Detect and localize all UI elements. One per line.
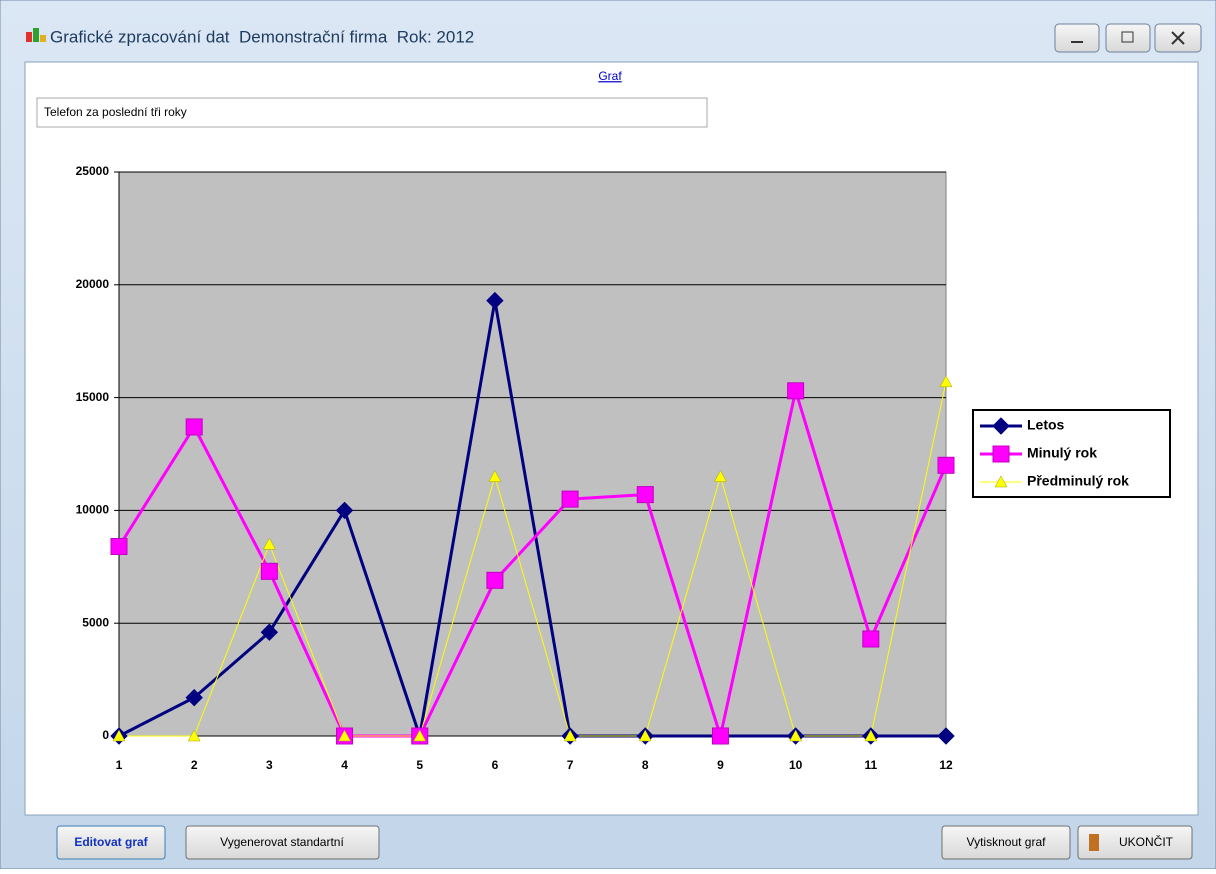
x-tick-label: 6: [492, 758, 499, 772]
print-button-label: Vytisknout graf: [967, 835, 1047, 849]
series-line: [117, 384, 948, 742]
edit-button-label: Editovat graf: [74, 835, 148, 849]
triangle-marker: [413, 729, 427, 742]
triangle-marker: [187, 729, 201, 742]
square-marker: [561, 490, 579, 508]
y-tick-label: 15000: [76, 390, 110, 404]
series-line: [119, 381, 947, 737]
x-tick-label: 9: [717, 758, 724, 772]
diamond-marker: [185, 688, 203, 707]
triangle-marker: [638, 729, 652, 742]
diamond-marker: [486, 291, 504, 310]
square-marker: [862, 630, 880, 648]
legend-label: Minulý rok: [1027, 445, 1097, 461]
x-tick-label: 12: [939, 758, 953, 772]
x-tick-label: 5: [416, 758, 423, 772]
x-tick-label: 7: [567, 758, 574, 772]
square-marker: [937, 456, 955, 474]
y-tick-label: 5000: [82, 615, 109, 629]
edit-button[interactable]: [56, 825, 166, 860]
generate-button[interactable]: [185, 825, 380, 860]
y-tick-label: 20000: [76, 277, 110, 291]
triangle-marker: [488, 470, 502, 482]
x-tick-label: 1: [116, 758, 123, 772]
triangle-marker: [338, 729, 351, 742]
diamond-marker: [335, 501, 354, 520]
triangle-marker: [563, 729, 577, 742]
square-marker: [636, 486, 654, 504]
exit-button[interactable]: [1077, 825, 1193, 860]
x-tick-label: 3: [266, 758, 273, 772]
app-icon: [26, 28, 46, 42]
triangle-marker: [714, 470, 727, 482]
plot-area: [118, 171, 947, 737]
legend-label: Předminulý rok: [1027, 473, 1129, 489]
exit-button-label: UKONČIT: [1119, 834, 1174, 849]
triangle-marker: [864, 729, 878, 742]
triangle-marker: [994, 475, 1008, 488]
legend-label: Letos: [1027, 417, 1065, 433]
generate-button-label: Vygenerovat standartní: [220, 835, 344, 849]
diamond-marker: [992, 417, 1010, 435]
diamond-marker: [260, 623, 279, 641]
x-tick-label: 11: [864, 758, 877, 772]
x-tick-label: 4: [341, 758, 348, 772]
y-tick-label: 0: [102, 728, 109, 742]
chart-title-input-text: Telefon za poslední tři roky: [44, 105, 187, 119]
print-button[interactable]: [941, 825, 1071, 860]
square-marker: [711, 727, 729, 745]
exit-icon: [1089, 834, 1099, 851]
square-marker: [486, 571, 504, 589]
x-tick-label: 8: [642, 758, 649, 772]
y-tick-label: 10000: [76, 503, 110, 517]
triangle-marker: [112, 729, 126, 742]
diamond-marker: [937, 727, 955, 745]
x-tick-label: 2: [191, 758, 198, 772]
x-tick-label: 10: [789, 758, 803, 772]
square-marker: [787, 382, 805, 400]
window-controls[interactable]: [1054, 23, 1202, 53]
triangle-marker: [939, 375, 953, 388]
chart-title-input[interactable]: [36, 97, 708, 128]
graf-link[interactable]: Graf: [598, 69, 622, 83]
window-title: Grafické zpracování dat Demonstrační fir…: [50, 27, 474, 46]
triangle-marker: [789, 729, 803, 742]
square-marker: [110, 537, 128, 555]
triangle-marker: [262, 537, 276, 550]
square-marker: [185, 418, 203, 436]
square-marker: [260, 562, 278, 580]
y-tick-label: 25000: [76, 164, 110, 178]
square-marker: [992, 445, 1010, 463]
